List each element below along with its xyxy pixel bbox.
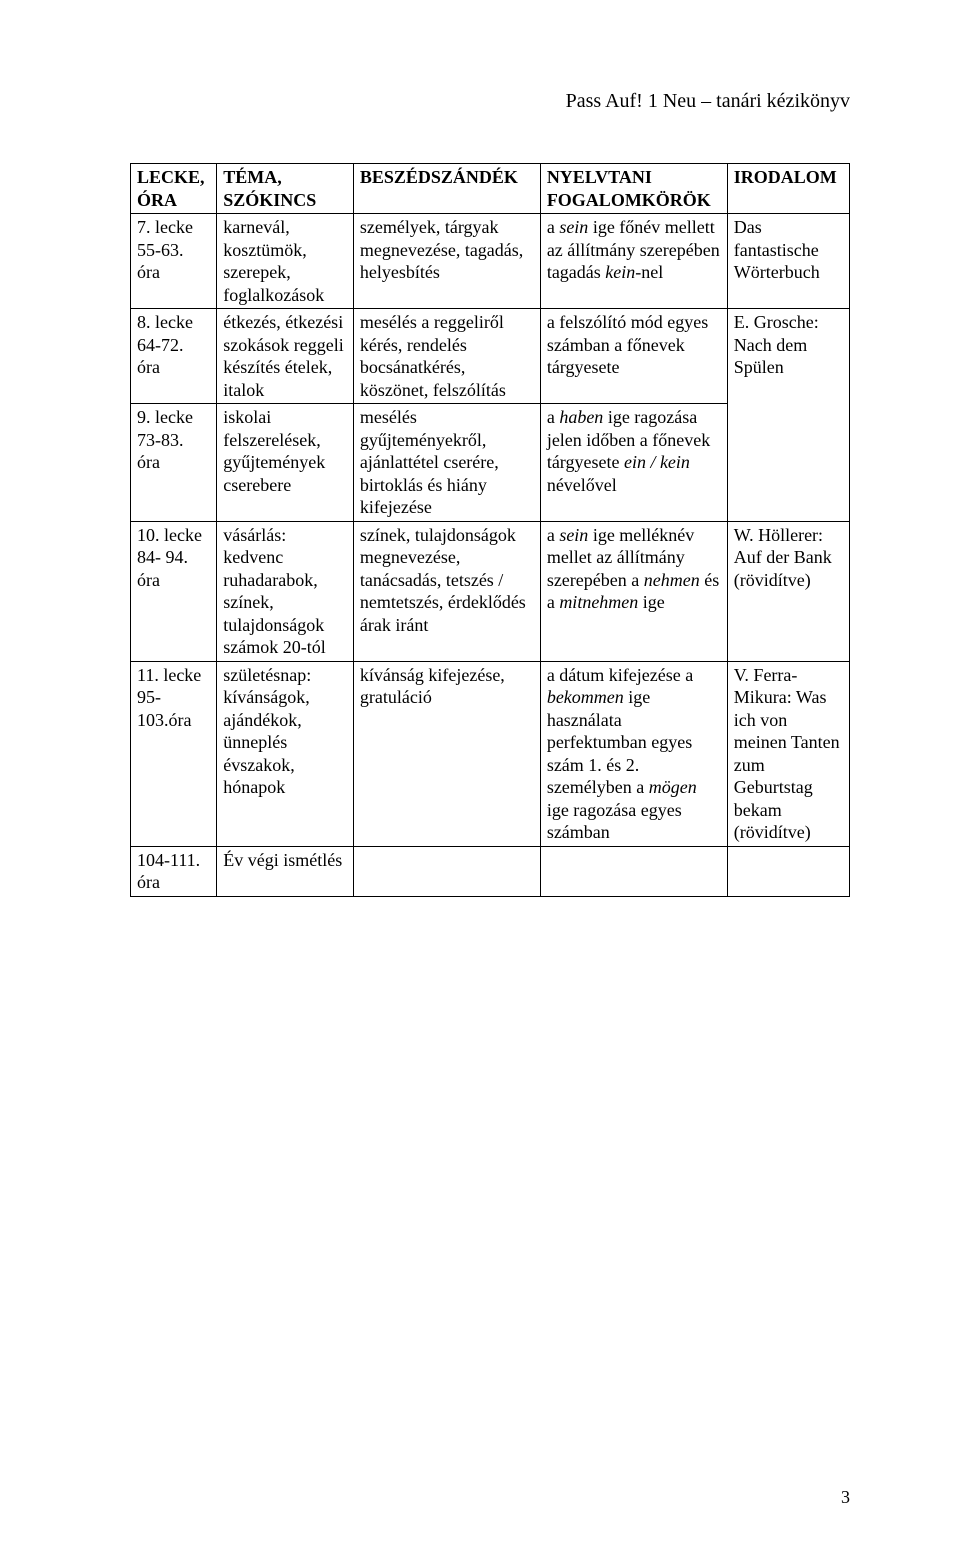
cell-nyelvtan: a haben ige ragozása jelen időben a főne… [540,404,727,522]
table-row: 11. lecke 95-103.óra születésnap: kíváns… [131,661,850,846]
cell-nyelvtan: a dátum kifejezése a bekommen ige haszná… [540,661,727,846]
col-header-lecke: LECKE, ÓRA [131,164,217,214]
cell-tema: születésnap: kívánságok, ajándékok, ünne… [217,661,354,846]
cell-nyelvtan: a felszólító mód egyes számban a főnevek… [540,309,727,404]
cell-irodalom [727,846,849,896]
col-header-tema: TÉMA, SZÓKINCS [217,164,354,214]
cell-tema: étkezés, étkezési szokások reggeli készí… [217,309,354,404]
page-header: Pass Auf! 1 Neu – tanári kézikönyv [130,90,850,113]
cell-beszed: személyek, tárgyak megnevezése, tagadás,… [353,214,540,309]
cell-irodalom: E. Grosche: Nach dem Spülen [727,309,849,522]
cell-irodalom: V. Ferra-Mikura: Was ich von meinen Tant… [727,661,849,846]
cell-beszed: színek, tulajdonságok megnevezése, tanác… [353,521,540,661]
cell-beszed [353,846,540,896]
cell-nyelvtan: a sein ige főnév mellett az állítmány sz… [540,214,727,309]
table-row: 7. lecke 55-63. óra karnevál, kosztümök,… [131,214,850,309]
cell-tema: Év végi ismétlés [217,846,354,896]
table-row: 8. lecke 64-72. óra étkezés, étkezési sz… [131,309,850,404]
page-number: 3 [841,1487,850,1508]
curriculum-table: LECKE, ÓRA TÉMA, SZÓKINCS BESZÉDSZÁNDÉK … [130,163,850,897]
col-header-nyelvtan: NYELVTANI FOGALOMKÖRÖK [540,164,727,214]
page: Pass Auf! 1 Neu – tanári kézikönyv LECKE… [0,0,960,1548]
cell-beszed: mesélés a reggeliről kérés, rendelés boc… [353,309,540,404]
col-header-beszed: BESZÉDSZÁNDÉK [353,164,540,214]
cell-tema: iskolai felszerelések, gyűjtemények cser… [217,404,354,522]
cell-nyelvtan: a sein ige melléknév mellet az állítmány… [540,521,727,661]
cell-nyelvtan [540,846,727,896]
cell-tema: vásárlás: kedvenc ruhadarabok, színek, t… [217,521,354,661]
cell-lecke: 11. lecke 95-103.óra [131,661,217,846]
col-header-irodalom: IRODALOM [727,164,849,214]
table-row: 104-111. óra Év végi ismétlés [131,846,850,896]
table-row: 10. lecke 84- 94. óra vásárlás: kedvenc … [131,521,850,661]
cell-lecke: 104-111. óra [131,846,217,896]
cell-lecke: 8. lecke 64-72. óra [131,309,217,404]
cell-tema: karnevál, kosztümök, szerepek, foglalkoz… [217,214,354,309]
table-header-row: LECKE, ÓRA TÉMA, SZÓKINCS BESZÉDSZÁNDÉK … [131,164,850,214]
cell-lecke: 9. lecke 73-83. óra [131,404,217,522]
cell-lecke: 7. lecke 55-63. óra [131,214,217,309]
cell-beszed: mesélés gyűjteményekről, ajánlattétel cs… [353,404,540,522]
cell-beszed: kívánság kifejezése, gratuláció [353,661,540,846]
cell-irodalom: Das fantastische Wörterbuch [727,214,849,309]
cell-lecke: 10. lecke 84- 94. óra [131,521,217,661]
cell-irodalom: W. Höllerer: Auf der Bank (rövidítve) [727,521,849,661]
